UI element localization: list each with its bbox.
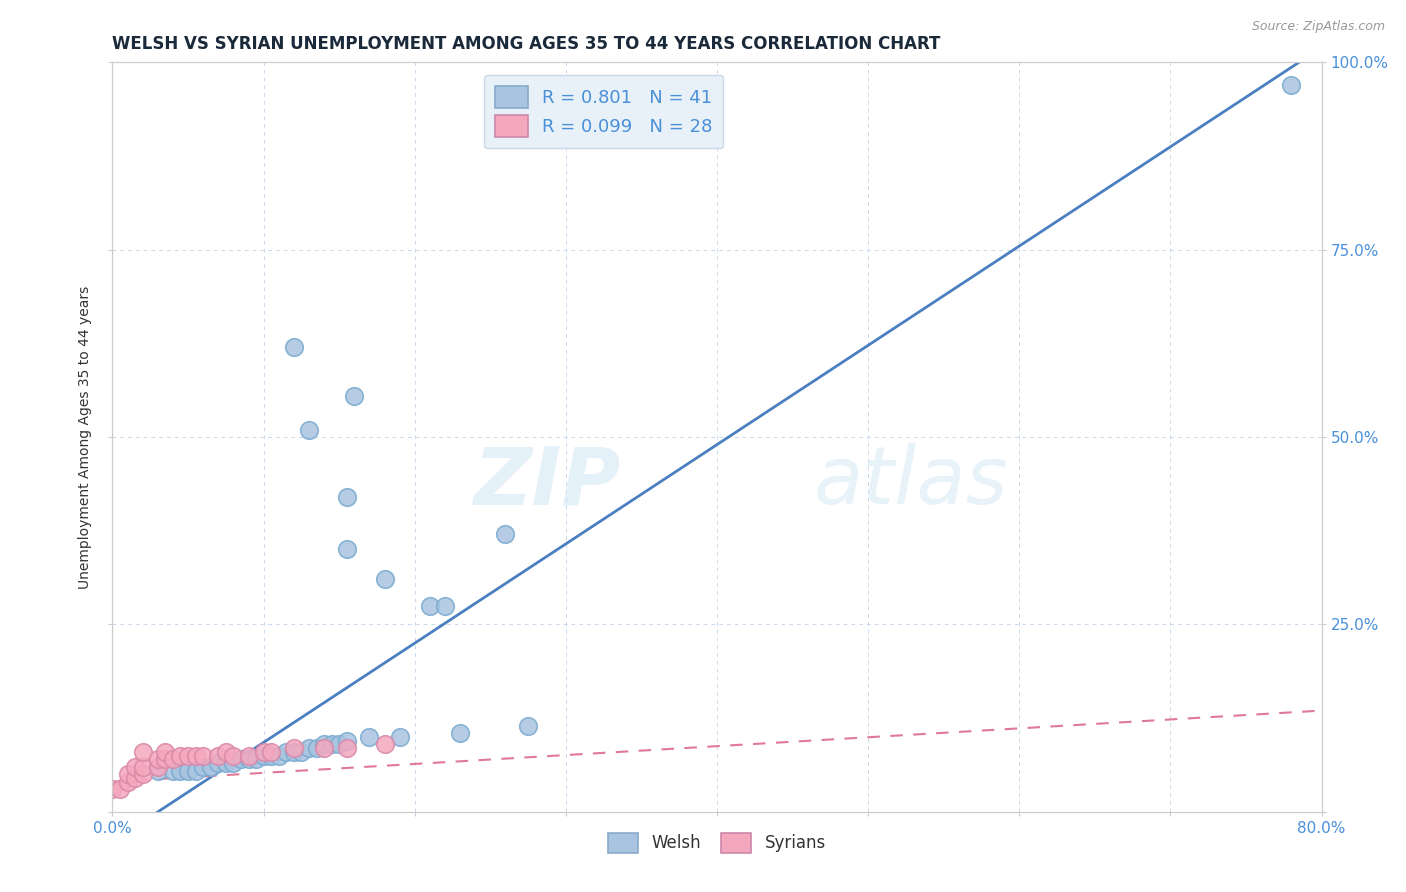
Point	[314, 737, 336, 751]
Point	[283, 745, 305, 759]
Point	[283, 741, 305, 756]
Point	[238, 752, 260, 766]
Point	[101, 782, 124, 797]
Point	[207, 756, 229, 770]
Point	[433, 599, 456, 613]
Point	[260, 748, 283, 763]
Point	[146, 764, 169, 778]
Point	[305, 741, 328, 756]
Point	[374, 737, 396, 751]
Point	[699, 78, 721, 92]
Point	[253, 748, 276, 763]
Point	[132, 760, 155, 774]
Point	[495, 527, 517, 541]
Point	[184, 764, 207, 778]
Point	[117, 774, 139, 789]
Point	[222, 756, 245, 770]
Point	[215, 745, 238, 759]
Point	[336, 542, 359, 557]
Point	[124, 771, 146, 785]
Point	[314, 741, 336, 756]
Point	[517, 718, 540, 732]
Point	[124, 760, 146, 774]
Text: WELSH VS SYRIAN UNEMPLOYMENT AMONG AGES 35 TO 44 YEARS CORRELATION CHART: WELSH VS SYRIAN UNEMPLOYMENT AMONG AGES …	[112, 35, 941, 53]
Point	[321, 737, 343, 751]
Point	[162, 764, 184, 778]
Point	[283, 340, 305, 354]
Point	[419, 599, 441, 613]
Point	[374, 573, 396, 587]
Point	[132, 767, 155, 781]
Point	[253, 745, 276, 759]
Point	[267, 748, 290, 763]
Point	[162, 752, 184, 766]
Point	[388, 730, 411, 744]
Point	[169, 748, 191, 763]
Point	[229, 752, 252, 766]
Point	[336, 490, 359, 504]
Point	[328, 737, 350, 751]
Point	[108, 782, 131, 797]
Point	[200, 760, 222, 774]
Point	[222, 748, 245, 763]
Legend: Welsh, Syrians: Welsh, Syrians	[602, 826, 832, 860]
Point	[276, 745, 298, 759]
Point	[191, 748, 214, 763]
Text: Source: ZipAtlas.com: Source: ZipAtlas.com	[1251, 20, 1385, 33]
Text: atlas: atlas	[814, 443, 1008, 521]
Point	[336, 733, 359, 747]
Point	[177, 748, 200, 763]
Point	[184, 748, 207, 763]
Point	[260, 745, 283, 759]
Point	[298, 423, 321, 437]
Point	[155, 752, 177, 766]
Point	[155, 745, 177, 759]
Point	[177, 764, 200, 778]
Point	[132, 745, 155, 759]
Point	[690, 78, 713, 92]
Point	[238, 748, 260, 763]
Point	[207, 748, 229, 763]
Point	[146, 760, 169, 774]
Point	[215, 756, 238, 770]
Point	[117, 767, 139, 781]
Point	[169, 764, 191, 778]
Y-axis label: Unemployment Among Ages 35 to 44 years: Unemployment Among Ages 35 to 44 years	[79, 285, 93, 589]
Point	[1279, 78, 1302, 92]
Point	[298, 741, 321, 756]
Point	[336, 741, 359, 756]
Point	[146, 752, 169, 766]
Point	[245, 752, 267, 766]
Text: ZIP: ZIP	[472, 443, 620, 521]
Point	[359, 730, 381, 744]
Point	[290, 745, 312, 759]
Point	[191, 760, 214, 774]
Point	[343, 389, 366, 403]
Point	[449, 726, 471, 740]
